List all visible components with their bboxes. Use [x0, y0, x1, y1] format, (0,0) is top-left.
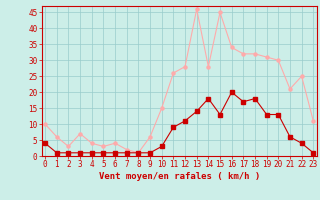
X-axis label: Vent moyen/en rafales ( km/h ): Vent moyen/en rafales ( km/h ) — [99, 172, 260, 181]
